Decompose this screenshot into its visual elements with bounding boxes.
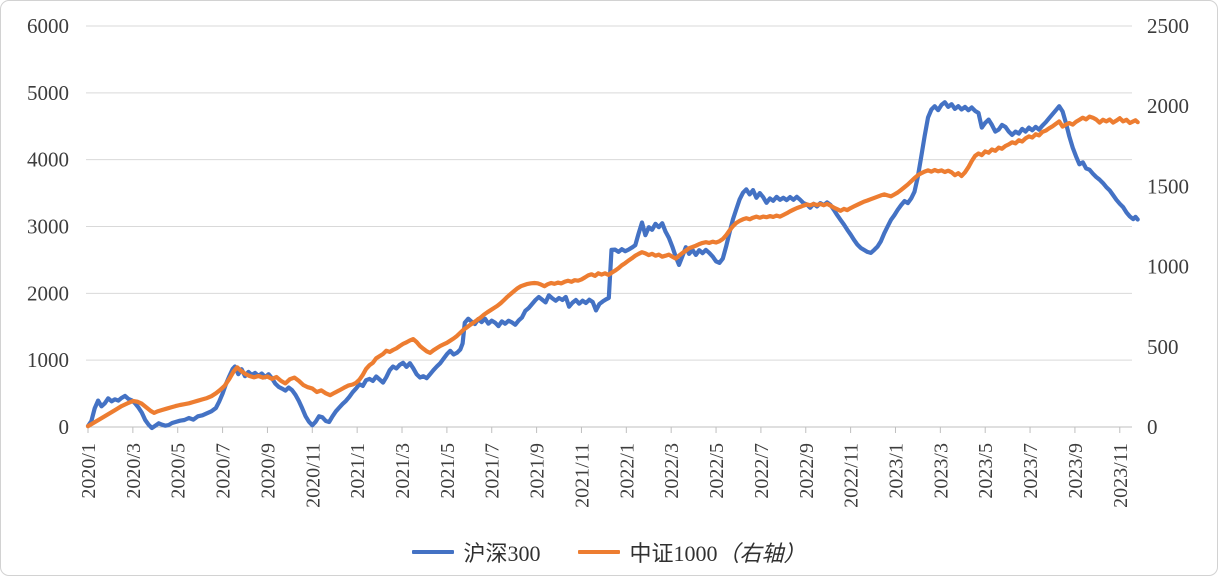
x-axis-label: 2020/11 — [302, 443, 324, 508]
x-axis-label: 2020/3 — [123, 443, 145, 499]
y-axis-right-label: 2000 — [1147, 94, 1189, 118]
x-axis-label: 2022/3 — [661, 443, 683, 499]
x-axis-label: 2021/11 — [571, 443, 593, 508]
x-axis-label: 2022/11 — [841, 443, 863, 508]
x-axis-label: 2021/7 — [482, 443, 504, 499]
y-axis-right-label: 0 — [1147, 415, 1158, 439]
legend-label-zz1000: 中证1000 — [629, 541, 718, 566]
x-axis-label: 2021/9 — [527, 443, 549, 499]
x-axis-label: 2020/7 — [213, 443, 235, 499]
chart-legend: 沪深300 中证1000 （右轴） — [1, 529, 1217, 575]
y-axis-left-label: 4000 — [27, 148, 69, 172]
x-axis-label: 2023/5 — [975, 443, 997, 499]
series-line-hs300 — [85, 100, 1140, 431]
x-axis-label: 2021/1 — [347, 443, 369, 499]
x-axis-label: 2020/5 — [168, 443, 190, 499]
y-axis-left-label: 0 — [59, 415, 70, 439]
legend-label-hs300: 沪深300 — [463, 541, 541, 566]
legend-item-hs300: 沪深300 — [412, 536, 540, 568]
x-axis-label: 2023/7 — [1020, 443, 1042, 499]
x-axis-label: 2023/9 — [1065, 443, 1087, 499]
legend-swatch-hs300 — [412, 549, 455, 555]
x-axis-label: 2022/9 — [796, 443, 818, 499]
y-axis-left-label: 2000 — [27, 281, 69, 305]
legend-item-zz1000: 中证1000 （右轴） — [578, 536, 806, 568]
y-axis-left-label: 5000 — [27, 81, 69, 105]
series-line-zz1000 — [85, 114, 1140, 429]
x-axis-label: 2020/1 — [78, 443, 100, 499]
y-axis-left-label: 1000 — [27, 348, 69, 372]
y-axis-right-label: 1000 — [1147, 255, 1189, 279]
y-axis-right-label: 1500 — [1147, 174, 1189, 198]
y-axis-right-label: 2500 — [1147, 14, 1189, 38]
y-axis-left-label: 3000 — [27, 215, 69, 239]
legend-swatch-zz1000 — [578, 549, 621, 555]
legend-suffix-zz1000: （右轴） — [717, 541, 806, 566]
x-axis-label: 2023/11 — [1110, 443, 1132, 508]
x-axis-label: 2022/5 — [706, 443, 728, 499]
dual-axis-line-chart: 6000500040003000200010000250020001500100… — [27, 14, 1189, 508]
x-axis-label: 2020/9 — [257, 443, 279, 499]
x-axis-label: 2023/3 — [930, 443, 952, 499]
x-axis-label: 2022/7 — [751, 443, 773, 499]
x-axis-label: 2021/3 — [392, 443, 414, 499]
x-axis-label: 2023/1 — [885, 443, 907, 499]
y-axis-right-label: 500 — [1147, 335, 1179, 359]
x-axis-label: 2022/1 — [616, 443, 638, 499]
x-axis-label: 2021/5 — [437, 443, 459, 499]
y-axis-left-label: 6000 — [27, 14, 69, 38]
